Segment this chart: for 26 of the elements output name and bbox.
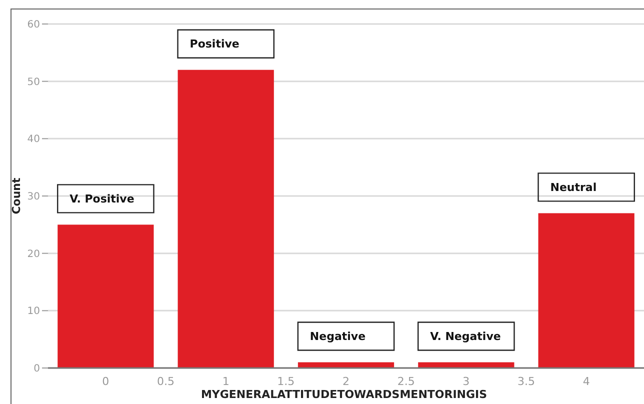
x-tick-label: 1 xyxy=(222,375,230,388)
bar xyxy=(58,224,154,368)
annotation: Negative xyxy=(310,330,366,344)
x-tick-label: 1.5 xyxy=(277,375,295,388)
y-tick-label: 50 xyxy=(27,76,40,88)
y-axis-title: Count xyxy=(10,178,23,214)
y-tick-label: 20 xyxy=(27,248,40,260)
annotation: Positive xyxy=(190,38,240,51)
y-tick-label: 0 xyxy=(34,364,40,374)
x-tick-label: 3 xyxy=(462,375,470,388)
annotation: V. Negative xyxy=(430,330,501,344)
x-axis-title: MYGENERALATTITUDETOWARDSMENTORINGIS xyxy=(200,388,488,401)
bar xyxy=(538,213,634,368)
x-tick-label: 4 xyxy=(582,375,590,388)
x-tick-label: 2 xyxy=(342,375,350,388)
y-tick-label: 30 xyxy=(27,192,40,202)
y-tick-label: 40 xyxy=(27,134,40,146)
x-tick-label: 2.5 xyxy=(397,375,415,388)
annotation: Neutral xyxy=(550,181,597,194)
x-tick-label: 3.5 xyxy=(517,375,535,388)
x-tick-label: 0.5 xyxy=(157,375,175,388)
x-tick-label: 0 xyxy=(102,375,110,388)
y-tick-label: 10 xyxy=(27,306,40,318)
annotation: V. Positive xyxy=(70,192,134,206)
y-tick-label: 60 xyxy=(27,20,40,30)
bar xyxy=(178,70,274,368)
